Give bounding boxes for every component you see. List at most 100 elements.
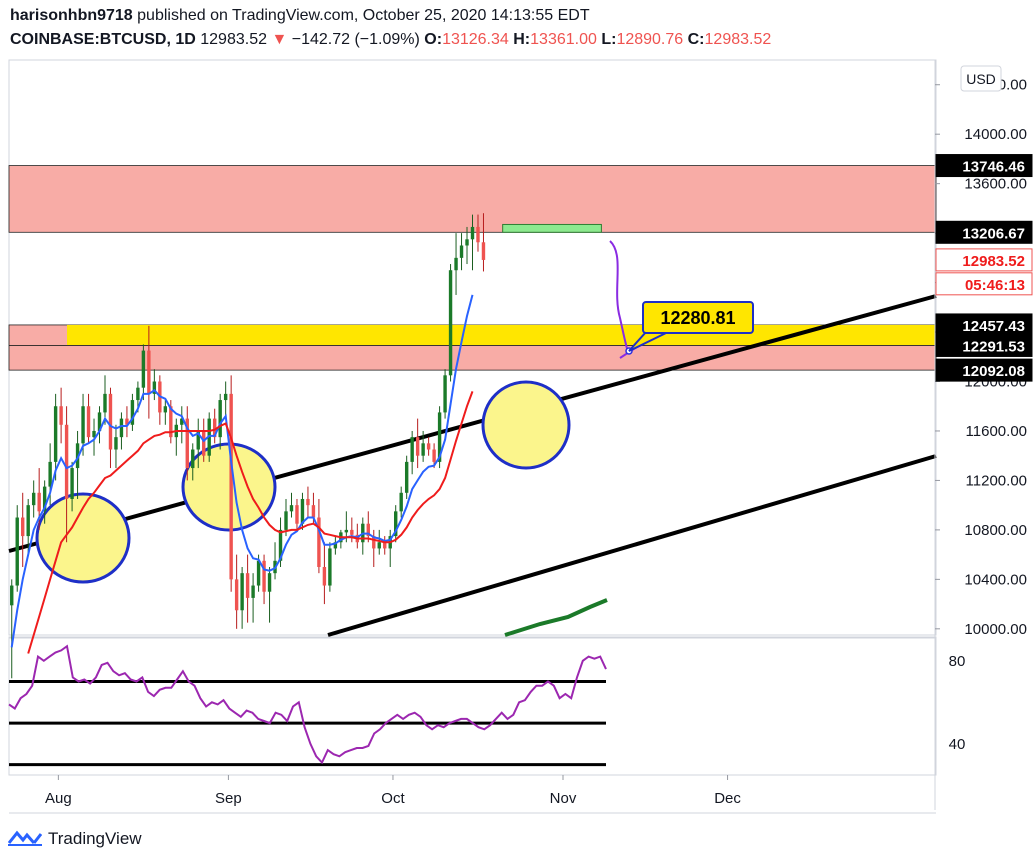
candle <box>108 387 113 469</box>
candle <box>443 369 447 419</box>
candle-body <box>59 406 63 425</box>
candle-body <box>130 400 135 425</box>
callout-label: 12280.81 <box>660 308 735 328</box>
candle <box>481 213 486 272</box>
candle-body <box>92 430 96 438</box>
high-value: 13361.00 <box>530 31 597 48</box>
candle-body <box>372 536 376 549</box>
candle <box>64 406 69 543</box>
candle <box>234 554 239 629</box>
candle-body <box>278 529 283 561</box>
candle-body <box>295 505 299 524</box>
candle-body <box>218 400 222 438</box>
candle-body <box>234 579 239 611</box>
candle-body <box>306 498 310 506</box>
candle <box>42 480 47 524</box>
candle <box>426 437 431 456</box>
channel-upper-line <box>8 294 937 553</box>
candle <box>366 511 370 543</box>
candle <box>470 214 475 271</box>
candle <box>103 375 107 425</box>
candle-body <box>437 412 442 462</box>
candle-body <box>108 393 113 450</box>
candle <box>317 498 321 574</box>
price-label: 12983.52 <box>962 253 1025 270</box>
candle-body <box>322 566 327 586</box>
close-label: C: <box>687 31 705 48</box>
time-tick-label: Dec <box>714 790 741 807</box>
candle-body <box>37 492 41 512</box>
highlight-circle <box>481 380 571 470</box>
candle-body <box>97 412 102 431</box>
candle-body <box>383 542 387 549</box>
candle <box>163 400 168 425</box>
candle-body <box>470 226 475 240</box>
candle <box>306 486 310 518</box>
candle <box>267 566 272 623</box>
candle-body <box>256 560 261 586</box>
high-label: H: <box>513 31 531 48</box>
last-price: 12983.52 <box>200 31 267 48</box>
candle-body <box>10 585 14 606</box>
candle-body <box>119 418 124 438</box>
ohlc-line: COINBASE:BTCUSD, 1D 12983.52 ▼ −142.72 (… <box>10 31 771 49</box>
candle <box>415 418 420 469</box>
candle <box>31 480 36 518</box>
candle-body <box>103 393 107 413</box>
candle-body <box>426 443 431 450</box>
price-change: −142.72 (−1.09%) <box>291 31 420 48</box>
candle-body <box>415 437 420 456</box>
highlight-circle <box>181 442 277 532</box>
price-tick-label: 14000.00 <box>964 126 1027 143</box>
candle <box>454 233 458 295</box>
price-label-box <box>935 248 1033 272</box>
time-tick-label: Sep <box>215 790 242 807</box>
symbol-label: COINBASE:BTCUSD, 1D <box>10 31 196 48</box>
candle <box>289 492 294 518</box>
candle-body <box>421 443 425 456</box>
candle <box>394 505 398 543</box>
candle-body <box>251 585 255 598</box>
candle <box>59 387 63 444</box>
candle-body <box>432 449 436 462</box>
price-tick-label: 11200.00 <box>966 472 1027 489</box>
candle <box>70 461 74 512</box>
candle <box>421 430 425 462</box>
price-label: 12291.53 <box>962 338 1025 355</box>
candle <box>262 554 266 605</box>
candle-body <box>481 242 486 260</box>
candle-body <box>136 387 140 401</box>
publish-line: harisonhbn9718 published on TradingView.… <box>10 7 590 25</box>
candle <box>125 406 129 438</box>
price-tick-label: 10800.00 <box>964 522 1027 539</box>
price-label: 05:46:13 <box>965 277 1025 294</box>
close-value: 12983.52 <box>704 31 772 48</box>
candle-body <box>448 270 453 376</box>
candle <box>404 455 409 499</box>
candle <box>448 264 453 382</box>
candle <box>476 214 480 252</box>
candle-body <box>300 498 305 524</box>
price-tick-label: 10400.00 <box>964 571 1027 588</box>
candle-body <box>31 492 36 506</box>
candle-body <box>42 486 47 512</box>
candle <box>240 566 244 629</box>
candle <box>141 344 146 401</box>
candle <box>114 424 118 469</box>
currency-label: USD <box>966 71 996 87</box>
candle <box>328 542 332 592</box>
candle <box>147 325 151 419</box>
callout-box <box>642 301 754 334</box>
candle-body <box>350 529 354 535</box>
candle-body <box>163 406 168 413</box>
candle <box>185 406 189 481</box>
candle-body <box>399 492 403 512</box>
down-arrow-icon: ▼ <box>271 31 288 48</box>
candle <box>152 369 157 401</box>
candle <box>130 393 135 431</box>
candle <box>21 492 25 567</box>
candle-body <box>311 505 316 518</box>
tradingview-footer[interactable]: TradingView <box>8 827 142 851</box>
time-tick-label: Oct <box>381 790 405 807</box>
